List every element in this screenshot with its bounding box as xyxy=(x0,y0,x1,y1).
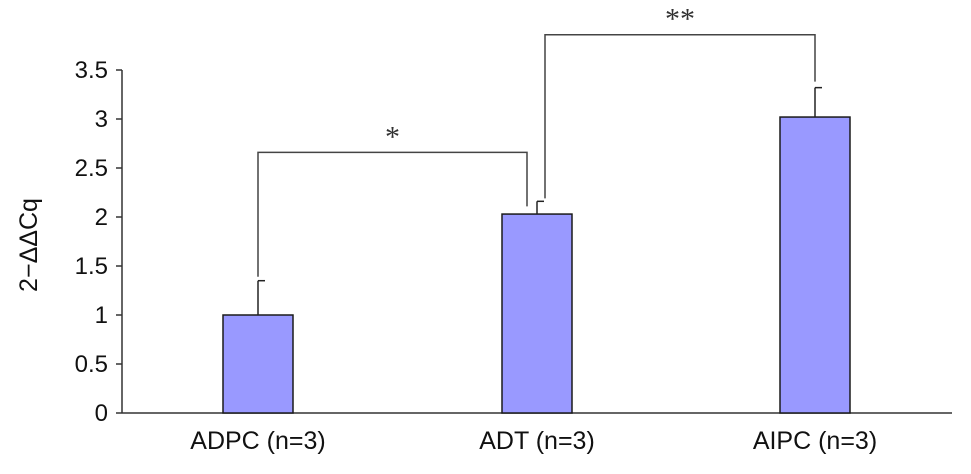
significance-label: ** xyxy=(665,3,695,36)
y-axis-ticks: 0 0.5 1 1.5 2 2.5 3 3.5 xyxy=(75,57,122,427)
y-tick-label: 1.5 xyxy=(75,253,108,280)
significance-bracket xyxy=(257,151,528,277)
error-bars xyxy=(257,86,822,315)
y-tick-label: 3.5 xyxy=(75,57,108,84)
y-tick-label: 2.5 xyxy=(75,155,108,182)
bar xyxy=(222,314,294,414)
significance-brackets: *** xyxy=(257,3,816,277)
significance-bracket xyxy=(544,33,816,199)
x-category-label: ADT (n=3) xyxy=(479,427,595,455)
bars xyxy=(222,116,851,414)
y-tick-label: 0 xyxy=(95,400,108,427)
bar xyxy=(501,213,573,414)
x-axis-labels: ADPC (n=3) ADT (n=3) AIPC (n=3) xyxy=(190,427,877,455)
y-axis-label: 2−ΔΔCq xyxy=(15,198,43,292)
bar xyxy=(779,116,851,414)
y-tick-label: 3 xyxy=(95,106,108,133)
x-category-label: ADPC (n=3) xyxy=(190,427,325,455)
y-tick-label: 2 xyxy=(95,204,108,231)
y-tick-label: 1 xyxy=(95,302,108,329)
y-tick-label: 0.5 xyxy=(75,351,108,378)
significance-label: * xyxy=(385,120,400,153)
x-category-label: AIPC (n=3) xyxy=(753,427,877,455)
